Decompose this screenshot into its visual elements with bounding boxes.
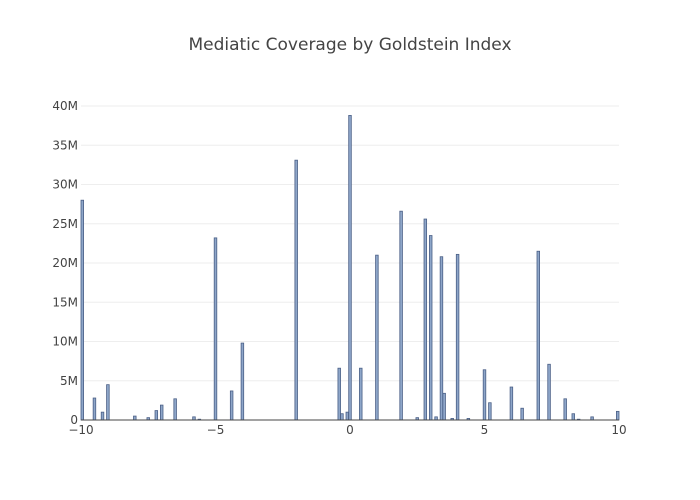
y-tick-label: 35M: [52, 138, 78, 152]
chart-title: Mediatic Coverage by Goldstein Index: [188, 35, 511, 55]
y-axis-ticks: 0 5M 10M 15M 20M 25M 30M 35M 40M: [52, 99, 78, 427]
y-tick-label: 0: [70, 413, 78, 427]
bar[interactable]: [229, 390, 234, 421]
bar[interactable]: [213, 237, 218, 421]
bar[interactable]: [348, 115, 352, 421]
x-tick-label: 5: [481, 423, 489, 437]
bar[interactable]: [563, 398, 567, 421]
bar[interactable]: [133, 415, 137, 421]
bar[interactable]: [547, 363, 551, 421]
bar[interactable]: [240, 342, 245, 421]
x-tick-label: 10: [611, 423, 626, 437]
bar[interactable]: [488, 402, 492, 421]
bar[interactable]: [536, 250, 540, 421]
x-tick-label: −10: [68, 423, 93, 437]
bars: [80, 115, 620, 421]
bar[interactable]: [509, 386, 514, 421]
x-tick-label: 0: [346, 423, 354, 437]
bar[interactable]: [154, 410, 159, 421]
bar[interactable]: [345, 411, 350, 421]
x-axis-ticks: −10 −5 0 5 10: [68, 423, 626, 437]
bar[interactable]: [455, 253, 460, 421]
bar[interactable]: [359, 367, 363, 421]
bar[interactable]: [428, 235, 433, 421]
y-tick-label: 30M: [52, 178, 78, 192]
bar[interactable]: [80, 199, 84, 421]
y-tick-label: 10M: [52, 335, 78, 349]
y-tick-label: 5M: [60, 374, 78, 388]
bar[interactable]: [423, 218, 428, 421]
bar[interactable]: [375, 254, 379, 421]
bar[interactable]: [100, 411, 105, 421]
x-tick-label: −5: [207, 423, 225, 437]
bar[interactable]: [159, 404, 164, 421]
bar[interactable]: [616, 410, 620, 421]
bar[interactable]: [340, 413, 344, 421]
y-tick-label: 20M: [52, 256, 78, 270]
bar[interactable]: [92, 397, 97, 421]
bar[interactable]: [294, 159, 298, 421]
bar[interactable]: [520, 407, 524, 421]
bar[interactable]: [439, 256, 444, 421]
y-tick-label: 40M: [52, 99, 78, 113]
y-tick-label: 15M: [52, 295, 78, 309]
bar[interactable]: [173, 398, 177, 421]
bar[interactable]: [337, 367, 341, 421]
bar[interactable]: [399, 210, 403, 421]
bar[interactable]: [482, 369, 487, 421]
bar[interactable]: [571, 413, 575, 421]
y-tick-label: 25M: [52, 217, 78, 231]
bar[interactable]: [106, 384, 110, 421]
bar[interactable]: [442, 392, 446, 421]
